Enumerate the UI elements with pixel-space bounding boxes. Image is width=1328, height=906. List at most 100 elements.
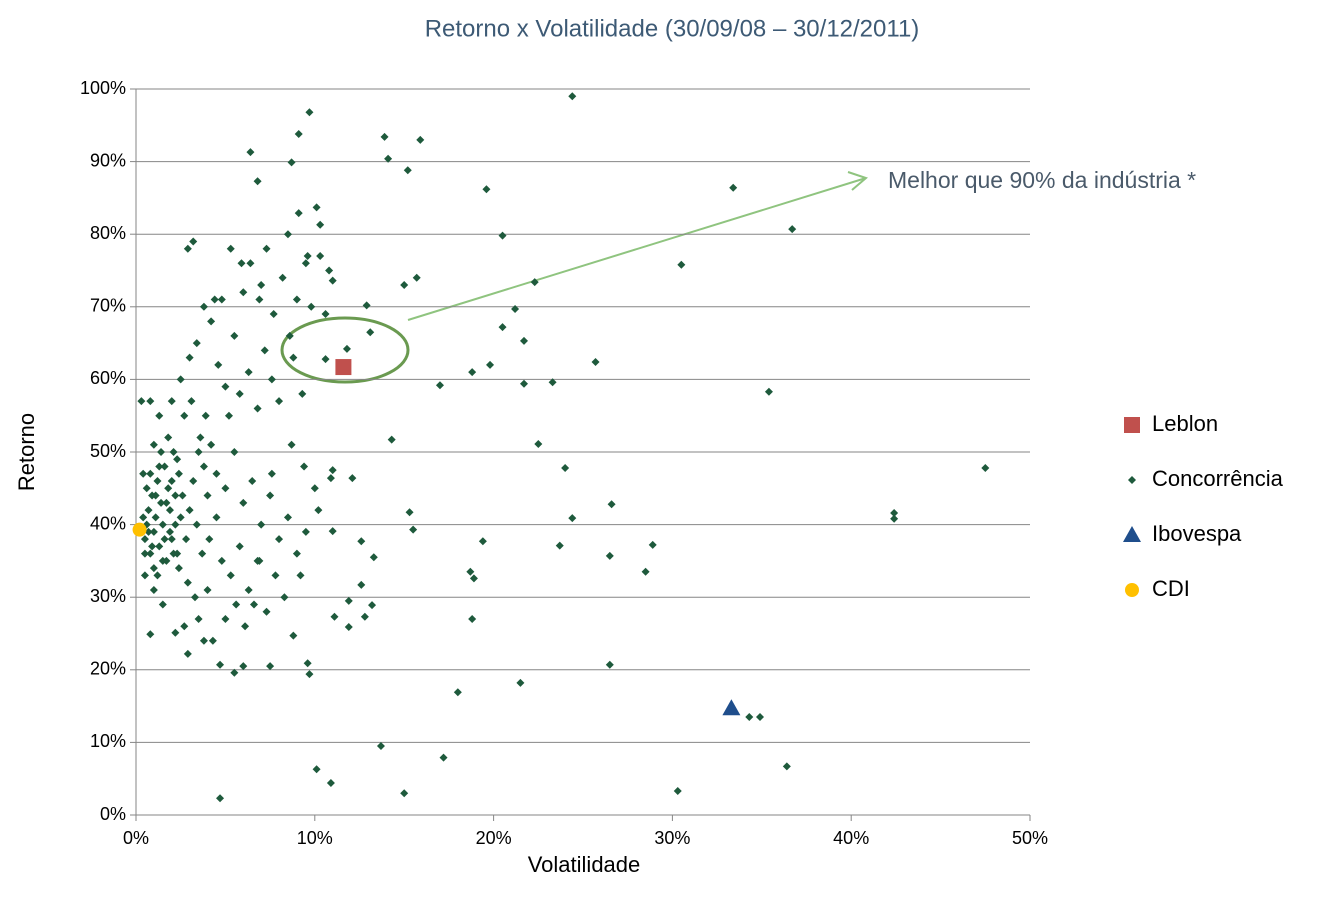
point xyxy=(210,295,219,304)
point xyxy=(316,220,325,229)
point xyxy=(165,527,174,536)
point xyxy=(230,331,239,340)
point xyxy=(189,477,198,486)
point xyxy=(194,614,203,623)
point xyxy=(519,379,528,388)
point xyxy=(164,433,173,442)
point xyxy=(348,474,357,483)
point xyxy=(257,281,266,290)
point xyxy=(300,462,309,471)
point xyxy=(745,712,754,721)
point xyxy=(266,662,275,671)
point xyxy=(253,177,262,186)
point xyxy=(271,571,280,580)
point xyxy=(555,541,564,550)
point xyxy=(214,360,223,369)
point xyxy=(561,463,570,472)
point xyxy=(605,660,614,669)
point xyxy=(330,612,339,621)
point xyxy=(165,506,174,515)
point xyxy=(400,281,409,290)
point xyxy=(155,462,164,471)
x-tick-label: 50% xyxy=(1012,828,1048,848)
point xyxy=(287,440,296,449)
point xyxy=(149,440,158,449)
point xyxy=(174,564,183,573)
point xyxy=(203,585,212,594)
point xyxy=(255,556,264,565)
point xyxy=(142,484,151,493)
point xyxy=(482,185,491,194)
point xyxy=(314,506,323,515)
point xyxy=(342,344,351,353)
point xyxy=(764,387,773,396)
point xyxy=(146,397,155,406)
x-tick-label: 10% xyxy=(297,828,333,848)
point xyxy=(158,520,167,529)
point xyxy=(266,491,275,500)
point xyxy=(357,580,366,589)
point xyxy=(262,244,271,253)
point xyxy=(285,331,294,340)
point xyxy=(221,614,230,623)
point xyxy=(673,787,682,796)
point xyxy=(246,259,255,268)
point xyxy=(435,381,444,390)
point xyxy=(183,578,192,587)
point xyxy=(232,600,241,609)
point xyxy=(140,549,149,558)
legend-label: Concorrência xyxy=(1152,466,1284,491)
y-tick-label: 40% xyxy=(90,513,126,533)
point xyxy=(605,551,614,560)
point xyxy=(171,628,180,637)
point xyxy=(198,549,207,558)
point xyxy=(316,251,325,260)
point xyxy=(310,484,319,493)
point xyxy=(280,593,289,602)
point xyxy=(591,357,600,366)
x-tick-label: 30% xyxy=(654,828,690,848)
series xyxy=(137,92,990,803)
series xyxy=(132,522,147,537)
point xyxy=(239,662,248,671)
point xyxy=(405,508,414,517)
point xyxy=(169,448,178,456)
y-tick-label: 80% xyxy=(90,223,126,243)
point xyxy=(216,794,225,803)
legend-marker xyxy=(1124,417,1140,433)
point xyxy=(241,622,250,631)
point xyxy=(648,540,657,549)
point xyxy=(212,469,221,478)
point xyxy=(568,514,577,523)
point xyxy=(387,435,396,444)
y-tick-label: 100% xyxy=(80,78,126,98)
legend-marker xyxy=(1123,526,1141,542)
point xyxy=(158,600,167,609)
point xyxy=(146,469,155,478)
x-tick-label: 20% xyxy=(476,828,512,848)
arrow-head xyxy=(847,171,868,191)
point xyxy=(140,535,149,544)
point xyxy=(183,649,192,658)
point xyxy=(158,556,167,565)
point xyxy=(221,382,230,391)
x-tick-label: 0% xyxy=(123,828,149,848)
point xyxy=(321,355,330,364)
y-tick-label: 30% xyxy=(90,586,126,606)
point xyxy=(568,92,577,101)
point xyxy=(137,397,146,406)
point xyxy=(139,469,148,478)
point xyxy=(155,411,164,420)
point xyxy=(201,411,210,420)
point xyxy=(167,535,176,544)
point xyxy=(226,244,235,253)
point xyxy=(416,135,425,144)
point xyxy=(217,556,226,565)
point xyxy=(153,477,162,486)
point xyxy=(230,668,239,677)
point xyxy=(283,513,292,522)
y-axis-title: Retorno xyxy=(14,413,39,491)
point xyxy=(189,237,198,246)
point xyxy=(157,448,166,456)
point xyxy=(230,448,239,456)
